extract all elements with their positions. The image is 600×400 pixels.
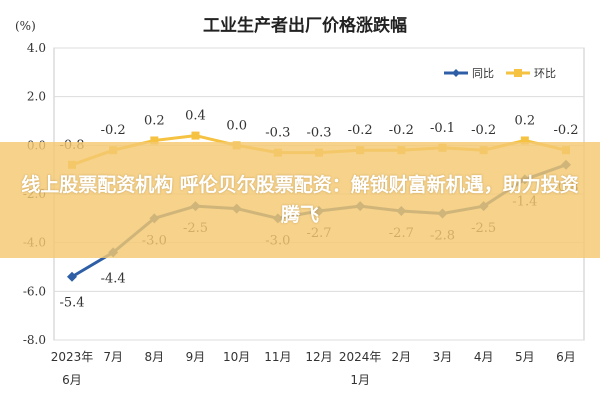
x-tick-label: 10月 <box>223 350 250 364</box>
data-label-mom: -0.3 <box>306 126 331 141</box>
x-tick-label: 12月 <box>305 350 332 364</box>
data-point-mom <box>520 136 529 145</box>
data-label-yoy: -5.4 <box>59 296 84 311</box>
x-tick-label: 6月 <box>556 350 576 364</box>
legend-entry: 环比 <box>534 67 556 80</box>
y-tick-label: -8.0 <box>23 333 46 347</box>
overlay-banner: 线上股票配资机构 呼伦贝尔股票配资：解锁财富新机遇，助力投资腾飞 <box>0 142 600 258</box>
legend: 同比 环比 <box>444 67 556 80</box>
x-tick-label: 11月 <box>264 350 291 364</box>
x-tick-label: 2024年 <box>339 350 382 364</box>
x-tick-label: 7月 <box>103 350 123 364</box>
y-tick-label: 4.0 <box>27 41 46 55</box>
data-label-mom: -0.2 <box>471 123 496 138</box>
data-label-mom: 0.4 <box>185 109 206 124</box>
x-tick-label: 2023年 <box>51 350 94 364</box>
data-label-mom: -0.2 <box>348 123 373 138</box>
data-point-mom <box>150 136 159 145</box>
data-label-mom: -0.2 <box>553 123 578 138</box>
legend-marker <box>514 69 522 77</box>
x-tick-label-line2: 1月 <box>350 373 370 387</box>
data-label-mom: 0.2 <box>144 113 165 128</box>
data-point-mom <box>191 131 200 140</box>
x-tick-label: 9月 <box>186 350 206 364</box>
overlay-headline: 线上股票配资机构 呼伦贝尔股票配资：解锁财富新机遇，助力投资腾飞 <box>21 174 579 226</box>
chart-title: 工业生产者出厂价格涨跌幅 <box>203 15 407 36</box>
x-tick-label: 8月 <box>145 350 165 364</box>
x-tick-label: 4月 <box>474 350 494 364</box>
legend-entry: 同比 <box>472 67 494 80</box>
data-label-mom: 0.0 <box>226 118 247 133</box>
y-tick-label: -6.0 <box>23 284 46 298</box>
x-tick-label: 2月 <box>392 350 412 364</box>
data-point-yoy <box>67 271 77 282</box>
data-label-mom: -0.2 <box>101 123 126 138</box>
x-tick-label: 5月 <box>515 350 535 364</box>
data-label-mom: -0.2 <box>389 123 414 138</box>
y-axis-unit: (%) <box>15 19 36 33</box>
x-tick-label: 3月 <box>433 350 453 364</box>
data-label-mom: 0.2 <box>514 113 535 128</box>
data-label-mom: -0.1 <box>430 121 455 136</box>
legend-marker <box>452 69 460 77</box>
data-label-mom: -0.3 <box>265 126 290 141</box>
y-tick-label: 2.0 <box>27 90 46 104</box>
data-label-yoy: -4.4 <box>101 271 126 286</box>
x-tick-label-line2: 6月 <box>62 373 82 387</box>
